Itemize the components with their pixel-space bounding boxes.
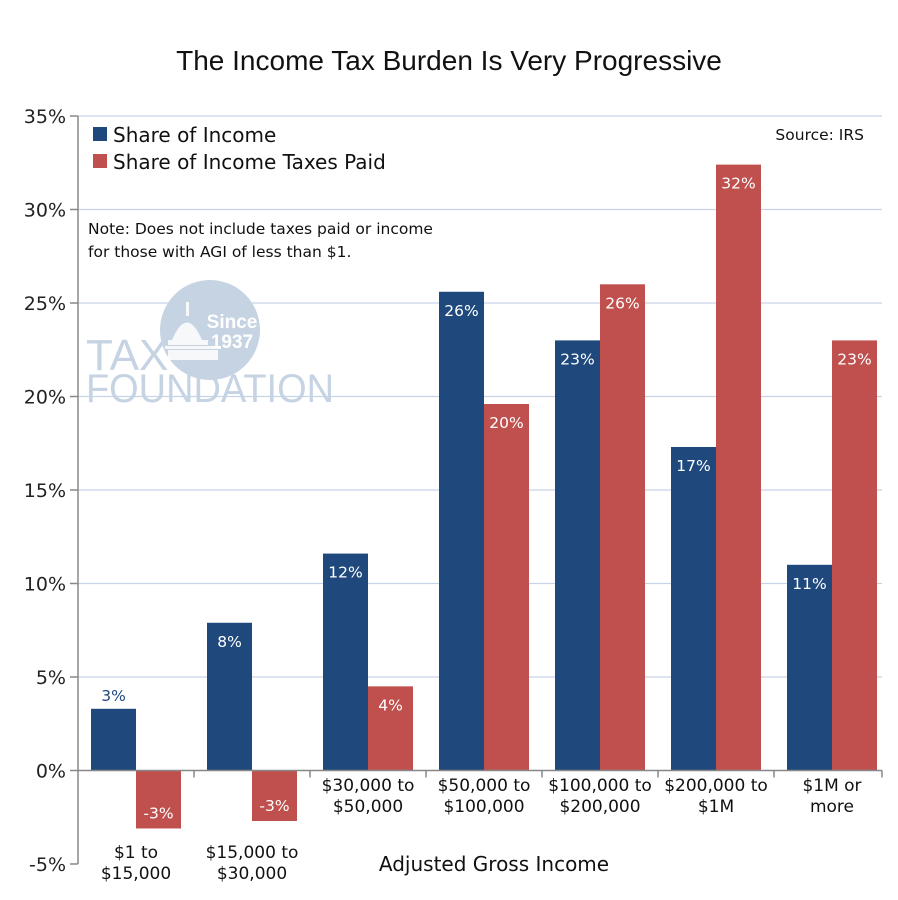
value-label: -3%	[259, 797, 289, 815]
bar-share-of-taxes	[368, 686, 413, 771]
category-label: $100,000	[443, 797, 524, 817]
x-axis-label: Adjusted Gross Income	[379, 852, 609, 876]
bar-share-of-income	[439, 291, 484, 771]
value-label: -3%	[143, 804, 173, 822]
legend-label-share-of-income: Share of Income	[113, 123, 276, 147]
category-labels: $1 to$15,000$15,000 to$30,000$30,000 to$…	[101, 776, 862, 884]
value-label: 11%	[792, 575, 826, 593]
category-label: $1 to	[114, 843, 158, 863]
legend: Share of Income Share of Income Taxes Pa…	[93, 123, 386, 174]
category-label: $30,000 to	[322, 776, 415, 796]
chart-title: The Income Tax Burden Is Very Progressiv…	[176, 45, 722, 76]
y-tick-label: 5%	[36, 667, 66, 689]
value-label: 20%	[489, 414, 523, 432]
y-tick-label: 30%	[24, 200, 66, 222]
capitol-dome-icon	[165, 302, 221, 360]
bar-share-of-income	[671, 446, 716, 771]
category-label: $1M or	[802, 776, 861, 796]
legend-label-share-of-taxes: Share of Income Taxes Paid	[113, 150, 386, 174]
bar-share-of-taxes	[136, 770, 181, 829]
legend-swatch-share-of-income	[93, 127, 107, 141]
bar-share-of-income	[207, 622, 252, 771]
bar-share-of-taxes	[832, 340, 877, 771]
bar-share-of-taxes	[252, 770, 297, 821]
watermark-since: Since	[207, 312, 258, 333]
y-tick-label: -5%	[29, 854, 66, 876]
category-label: $1M	[698, 797, 734, 817]
bar-share-of-taxes	[716, 164, 761, 771]
axes	[70, 115, 883, 865]
y-tick-label: 15%	[24, 480, 66, 502]
watermark-tax: TAX	[86, 331, 168, 380]
y-tick-label: 35%	[24, 106, 66, 128]
value-label: 8%	[217, 633, 242, 651]
y-tick-label: 25%	[24, 293, 66, 315]
category-label: $50,000	[333, 797, 403, 817]
value-labels: 3% -3% 8% -3% 12% 4% 26% 20% 23% 26% 17% 32% 11% 23%	[101, 175, 872, 823]
value-label: 17%	[676, 457, 710, 475]
category-label: $30,000	[217, 864, 287, 884]
bar-share-of-taxes	[484, 403, 529, 771]
tax-foundation-watermark: Since 1937 TAX FOUNDATION	[86, 280, 334, 411]
value-label: 26%	[605, 294, 639, 312]
bar-share-of-income	[787, 564, 832, 771]
value-label: 26%	[444, 302, 478, 320]
category-label: $100,000 to	[548, 776, 652, 796]
note-line-2: for those with AGI of less than $1.	[88, 243, 351, 261]
category-label: more	[810, 797, 854, 817]
legend-swatch-share-of-taxes	[93, 154, 107, 168]
note-line-1: Note: Does not include taxes paid or inc…	[88, 220, 433, 238]
y-tick-label: 10%	[24, 574, 66, 596]
value-label: 32%	[721, 175, 755, 193]
y-tick-labels: 35% 30% 25% 20% 15% 10% 5% 0% -5%	[24, 106, 66, 876]
value-label: 3%	[101, 687, 126, 705]
watermark-foundation: FOUNDATION	[86, 367, 334, 411]
bar-share-of-income	[323, 553, 368, 771]
value-label: 12%	[328, 564, 362, 582]
category-label: $15,000	[101, 864, 171, 884]
category-label: $50,000 to	[438, 776, 531, 796]
category-label: $200,000 to	[664, 776, 768, 796]
watermark-year: 1937	[211, 332, 253, 353]
value-label: 23%	[560, 350, 594, 368]
bar-share-of-income	[555, 340, 600, 771]
category-label: $200,000	[559, 797, 640, 817]
bar-share-of-income	[91, 708, 136, 771]
value-label: 4%	[378, 696, 403, 714]
value-label: 23%	[837, 350, 871, 368]
category-label: $15,000 to	[206, 843, 299, 863]
y-tick-label: 20%	[24, 387, 66, 409]
y-tick-label: 0%	[36, 761, 66, 783]
bar-share-of-taxes	[600, 284, 645, 771]
bars	[91, 164, 877, 829]
source-label: Source: IRS	[775, 126, 864, 144]
